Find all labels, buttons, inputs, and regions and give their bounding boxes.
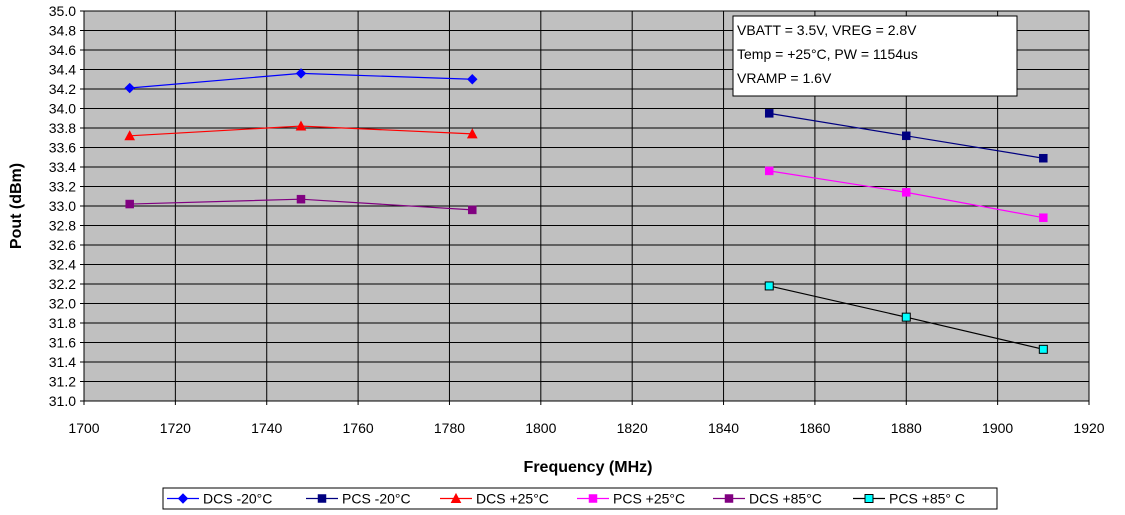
y-tick-label: 31.8 (49, 315, 76, 331)
x-tick-label: 1780 (434, 420, 465, 436)
data-point (468, 205, 477, 215)
x-tick-label: 1720 (160, 420, 191, 436)
legend-item: PCS -20°C (306, 491, 411, 507)
y-tick-label: 34.2 (49, 81, 76, 97)
x-tick-label: 1920 (1073, 420, 1104, 436)
series-dcs-20-c (124, 68, 478, 94)
y-tick-label: 34.8 (49, 23, 76, 39)
y-tick-label: 34.4 (49, 62, 76, 78)
series-pcs-25-c (764, 166, 1048, 222)
x-tick-labels: 1700 1720 1740 1760 1780 1800 1820 1840 1860 1880… (68, 420, 1104, 436)
y-tick-label: 33.0 (49, 198, 76, 214)
y-tick-label: 34.6 (49, 42, 76, 58)
y-tick-label: 32.2 (49, 276, 76, 292)
annotation-frame (732, 15, 1018, 97)
data-point (901, 312, 911, 322)
annotation-line: VRAMP = 1.6V (737, 70, 832, 86)
legend-item: PCS +25°C (577, 491, 685, 507)
y-tick-label: 32.6 (49, 237, 76, 253)
y-tick-label: 32.0 (49, 296, 76, 312)
data-point (467, 74, 478, 85)
data-point (124, 82, 135, 94)
y-tick-label: 34.0 (49, 101, 76, 117)
x-tick-label: 1880 (891, 420, 922, 436)
legend-swatch-marker (724, 494, 734, 503)
legend-label: DCS +85°C (749, 491, 822, 507)
x-tick-label: 1700 (68, 420, 99, 436)
y-axis-label: Pout (dBm) (8, 163, 25, 249)
x-tick-label: 1800 (525, 420, 556, 436)
legend-item: PCS +85° C (853, 491, 965, 507)
y-tick-label: 31.4 (49, 354, 76, 370)
x-axis-label: Frequency (MHz) (524, 459, 653, 476)
y-tick-label: 31.2 (49, 374, 76, 390)
y-tick-label: 33.2 (49, 179, 76, 195)
legend-item: DCS -20°C (167, 491, 272, 507)
x-tick-label: 1820 (617, 420, 648, 436)
legend-label: PCS +25°C (613, 491, 685, 507)
annotation-line: Temp = +25°C, PW = 1154us (737, 46, 918, 62)
legend: DCS -20°C PCS -20°C DCS +25°C PCS +25°C DCS … (162, 487, 998, 510)
annotation-box: VBATT = 3.5V, VREG = 2.8V Temp = +25°C, P… (732, 15, 1018, 97)
legend-swatch-marker (317, 494, 327, 503)
data-point (764, 109, 774, 118)
legend-swatch-marker (450, 492, 462, 503)
data-point (902, 131, 911, 141)
data-point (1039, 153, 1048, 163)
gridlines (80, 10, 1090, 405)
data-point (1039, 213, 1048, 222)
x-tick-label: 1740 (251, 420, 282, 436)
legend-label: DCS +25°C (476, 491, 549, 507)
series-lines (124, 68, 1048, 354)
series-dcs-25-c (124, 120, 478, 141)
legend-label: DCS -20°C (203, 491, 272, 507)
data-point (902, 188, 911, 197)
data-point (295, 120, 307, 131)
y-tick-label: 31.6 (49, 335, 76, 351)
legend-label: PCS -20°C (342, 491, 411, 507)
annotation-line: VBATT = 3.5V, VREG = 2.8V (737, 22, 917, 38)
legend-label: PCS +85° C (889, 491, 965, 507)
x-tick-label: 1900 (982, 420, 1013, 436)
y-tick-label: 32.4 (49, 257, 76, 273)
data-point (125, 199, 134, 209)
legend-swatch-marker (864, 494, 874, 503)
y-tick-label: 35.0 (49, 3, 76, 19)
data-point (1038, 344, 1048, 354)
x-tick-label: 1860 (799, 420, 830, 436)
data-point (764, 166, 774, 176)
series-dcs-85-c (125, 194, 477, 215)
series-pcs-20-c (764, 109, 1048, 163)
x-tick-label: 1760 (343, 420, 374, 436)
y-tick-labels: 31.0 31.2 31.4 31.6 31.8 32.0 32.2 32.4 32.6 32.8… (49, 3, 76, 409)
y-tick-label: 31.0 (49, 393, 76, 409)
x-tick-label: 1840 (708, 420, 739, 436)
series-pcs-85-c (764, 281, 1048, 354)
data-point (466, 128, 478, 139)
legend-swatch-marker (177, 493, 189, 504)
legend-item: DCS +85°C (713, 491, 822, 507)
legend-item: DCS +25°C (440, 491, 549, 507)
y-tick-label: 33.4 (49, 159, 76, 175)
data-point (295, 68, 307, 79)
y-tick-label: 33.8 (49, 120, 76, 136)
data-point (296, 194, 306, 204)
y-tick-label: 33.6 (49, 140, 76, 156)
data-point (124, 130, 136, 141)
data-point (764, 281, 774, 291)
legend-swatch-marker (588, 494, 598, 503)
y-tick-label: 32.8 (49, 218, 76, 234)
